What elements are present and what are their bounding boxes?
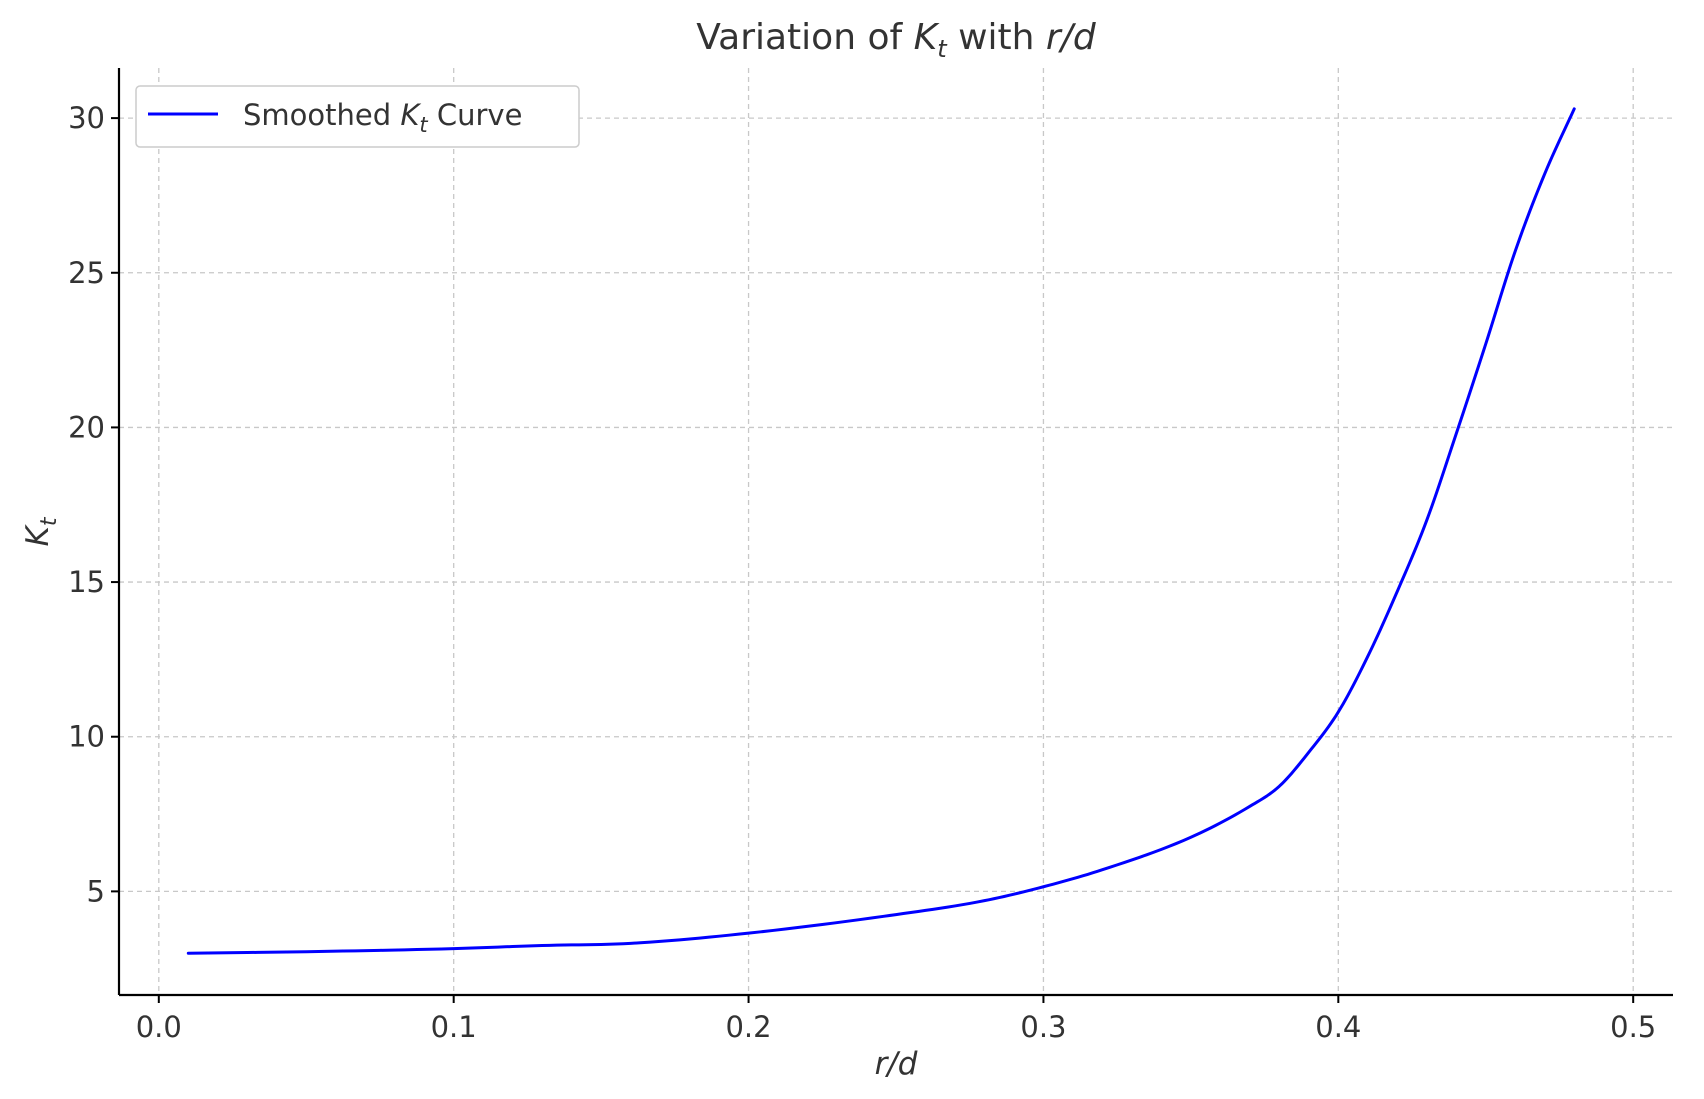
y-tick-label: 25 xyxy=(68,256,105,290)
x-axis-label: r/d xyxy=(875,1046,918,1082)
y-tick-label: 20 xyxy=(68,410,105,444)
legend: Smoothed Kt Curve xyxy=(135,85,580,148)
x-tick-labels: 0.0 0.1 0.2 0.3 0.4 0.5 xyxy=(136,1010,1657,1044)
grid-lines xyxy=(119,68,1673,995)
y-tick-label: 10 xyxy=(68,720,105,754)
x-tick-label: 0.4 xyxy=(1315,1010,1361,1044)
x-tick-label: 0.1 xyxy=(431,1010,477,1044)
x-tick-label: 0.2 xyxy=(725,1010,771,1044)
x-tick-label: 0.5 xyxy=(1610,1010,1656,1044)
chart-title: Variation of Kt with r/d xyxy=(696,17,1097,63)
y-tick-labels: 5 10 15 20 25 30 xyxy=(68,101,105,908)
legend-box xyxy=(135,85,580,148)
y-axis-label: Kt xyxy=(20,516,62,546)
y-tick-label: 15 xyxy=(68,565,105,599)
y-tick-label: 30 xyxy=(68,101,105,135)
tick-marks xyxy=(111,117,1635,1003)
x-tick-label: 0.0 xyxy=(136,1010,182,1044)
y-tick-label: 5 xyxy=(87,874,105,908)
legend-label: Smoothed Kt Curve xyxy=(243,98,522,137)
x-tick-label: 0.3 xyxy=(1020,1010,1066,1044)
series-line-smoothed-kt xyxy=(186,107,1576,955)
